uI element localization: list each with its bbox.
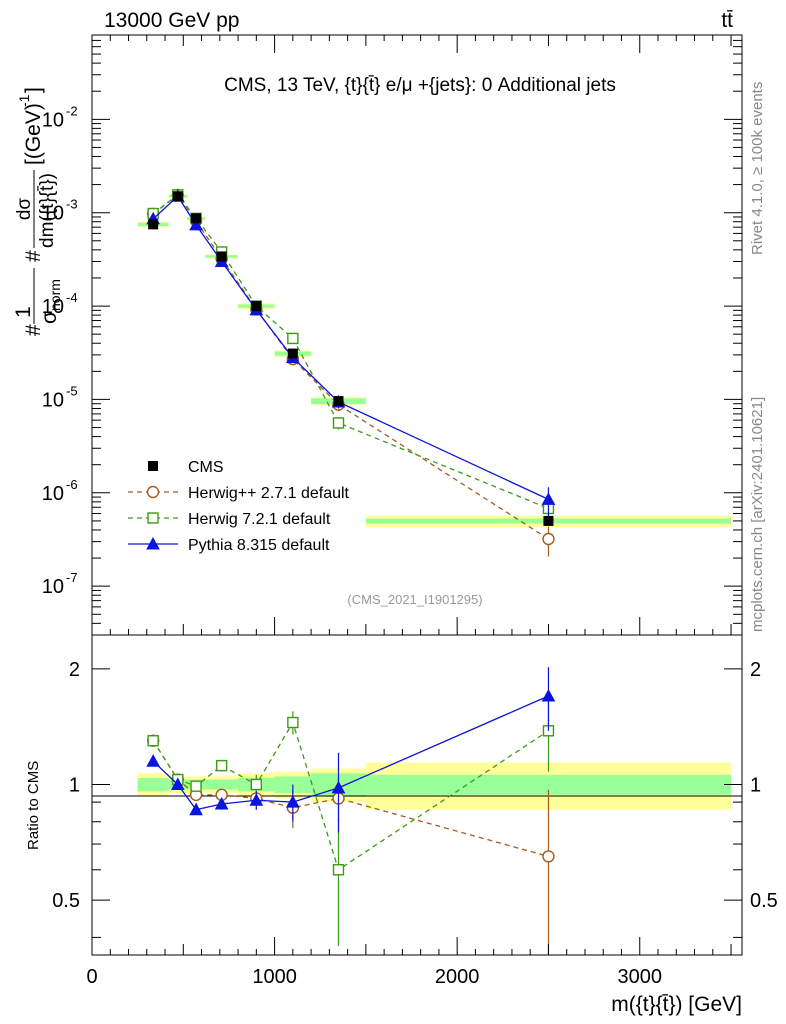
chart-title: CMS, 13 TeV, {t}{t̄} e/μ +{jets}: 0 Addi… — [224, 75, 616, 96]
series-point — [541, 492, 556, 505]
y-axis-label-main: # 1 σ norm # dσ dm({t}{t̄}) [(GeV) -1 ] — [12, 87, 63, 336]
cms-point — [172, 191, 183, 202]
y-ratio-tick-label: 2 — [69, 659, 80, 681]
y-main-tick-exp: -2 — [66, 103, 78, 118]
y-main-tick-base: 10 — [42, 203, 64, 225]
ratio-point — [331, 780, 346, 794]
ratio-point — [147, 735, 159, 747]
series-point — [189, 217, 203, 231]
ylabel-units: [(GeV) — [22, 103, 45, 165]
x-axis: 0 1000 2000 3000 — [86, 35, 732, 988]
ratio-band-bin — [205, 779, 239, 790]
legend-label: CMS — [188, 459, 224, 476]
y-ratio-tick-label: 0.5 — [52, 890, 80, 912]
cms-data — [148, 191, 554, 526]
legend-marker — [147, 512, 159, 524]
x-tick-label: 3000 — [618, 966, 663, 988]
ratio-point — [189, 802, 203, 816]
series-point — [332, 417, 345, 429]
y-main-tick-base: 10 — [42, 576, 64, 598]
x-tick-label: 1000 — [252, 966, 297, 988]
ratio-point — [146, 754, 161, 767]
ratio-band-bin — [137, 777, 169, 792]
header-left: 13000 GeV pp — [104, 9, 239, 32]
legend-label: Pythia 8.315 default — [188, 537, 330, 554]
legend: CMS Herwig++ 2.7.1 default Herwig 7.2.1 de… — [128, 459, 350, 554]
rivet-label: Rivet 4.1.0, ≥ 100k events — [749, 82, 766, 255]
cms-point — [148, 219, 159, 230]
ratio-frame — [91, 634, 743, 956]
ratio-panel: 0.5 0.5 1 1 2 2 — [52, 634, 778, 956]
y-ratio-tick-label-right: 0.5 — [750, 890, 778, 912]
ylabel-hash1: # — [22, 324, 45, 336]
ratio-point — [214, 796, 229, 810]
y-main-tick-exp: -6 — [66, 477, 78, 492]
y-main-tick-exp: -5 — [66, 383, 78, 398]
y-axis-label-ratio: Ratio to CMS — [25, 761, 42, 850]
cms-point — [543, 515, 554, 526]
series-point — [542, 532, 555, 546]
ylabel-hash2: # — [22, 250, 45, 262]
cms-point — [287, 348, 298, 359]
ratio-point — [250, 778, 263, 791]
ratio-point — [249, 793, 264, 806]
y-main-tick-exp: -4 — [66, 290, 78, 305]
ratio-series — [146, 667, 556, 955]
ratio-point — [286, 795, 300, 808]
legend-label: Herwig++ 2.7.1 default — [188, 485, 350, 502]
cms-point — [191, 213, 202, 224]
y-main-tick-exp: -3 — [66, 197, 78, 212]
y-main-tick-base: 10 — [42, 296, 64, 318]
main-panel: CMS, 13 TeV, {t}{t̄} e/μ +{jets}: 0 Addi… — [42, 34, 743, 636]
ratio-point — [215, 759, 228, 772]
y-main-tick-base: 10 — [42, 389, 64, 411]
ylabel-exp: -1 — [16, 94, 32, 107]
ylabel-denom: dm({t}{t̄}) — [37, 173, 58, 248]
cms-point — [333, 396, 344, 407]
main-y-axis: 10-710-610-510-410-310-2 — [42, 34, 742, 636]
ratio-point — [542, 850, 555, 863]
y-main-tick-base: 10 — [42, 483, 64, 505]
x-tick-label: 2000 — [435, 966, 480, 988]
ratio-point — [170, 777, 185, 791]
ratio-point — [190, 780, 202, 792]
legend-marker — [148, 461, 158, 471]
ylabel-norm: norm — [47, 279, 63, 311]
ratio-y-axis: 0.5 0.5 1 1 2 2 — [52, 659, 778, 938]
y-main-tick-base: 10 — [42, 109, 64, 131]
header-right: tt̄ — [721, 9, 733, 32]
ylabel-sigma: σ — [38, 311, 61, 324]
ratio-point — [287, 716, 299, 729]
legend-marker — [146, 485, 160, 499]
series-point — [287, 332, 299, 345]
y-ratio-tick-label-right: 1 — [750, 775, 761, 797]
ratio-point — [332, 864, 345, 876]
ratio-point — [541, 688, 556, 702]
ylabel-one: 1 — [12, 306, 35, 318]
x-axis-label: m({t}{t̄}) [GeV] — [611, 993, 742, 1016]
legend-marker — [146, 536, 160, 550]
cms-point — [251, 301, 262, 312]
mcplots-label: mcplots.cern.ch [arXiv:2401.10621] — [749, 397, 766, 632]
y-ratio-tick-label: 1 — [69, 775, 80, 797]
ylabel-close: ] — [22, 87, 45, 93]
ratio-band-bin — [365, 774, 732, 795]
cms-point — [216, 251, 227, 262]
watermark: (CMS_2021_I1901295) — [347, 592, 482, 607]
legend-label: Herwig 7.2.1 default — [188, 511, 331, 528]
y-ratio-tick-label-right: 2 — [750, 659, 761, 681]
ylabel-dsigma: dσ — [14, 198, 35, 221]
x-tick-label: 0 — [86, 966, 97, 988]
y-main-tick-exp: -7 — [66, 570, 78, 585]
